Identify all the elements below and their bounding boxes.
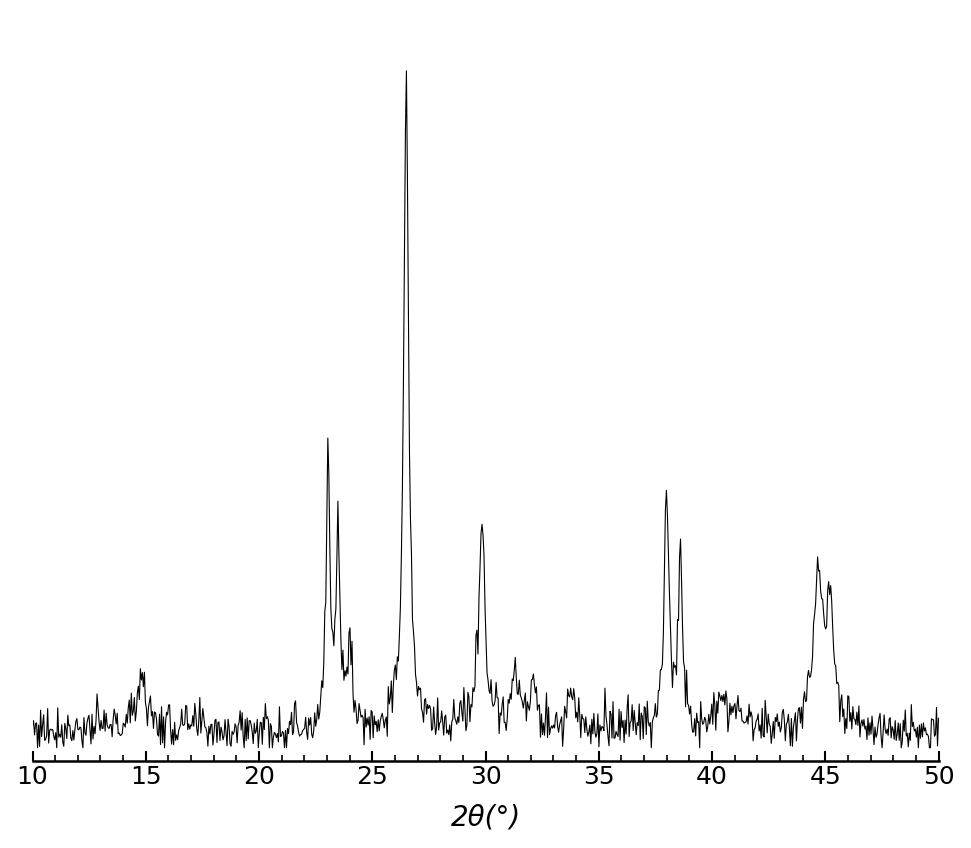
X-axis label: 2θ(°): 2θ(°) <box>451 803 520 831</box>
